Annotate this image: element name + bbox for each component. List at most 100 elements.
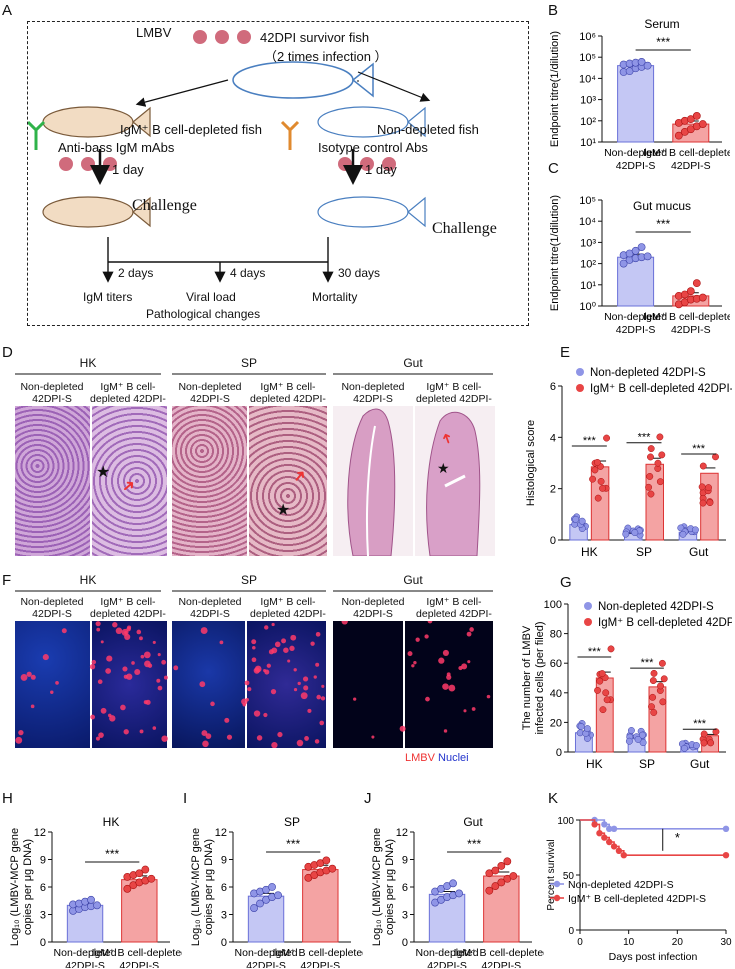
lmbv-positive-cell xyxy=(471,707,476,711)
data-point xyxy=(647,453,654,461)
lmbv-positive-cell xyxy=(100,640,104,644)
lmbv-positive-cell xyxy=(253,710,261,717)
data-point xyxy=(328,864,337,873)
lmbv-positive-cell xyxy=(469,627,474,632)
y-tick-label: 3 xyxy=(402,910,408,922)
data-point xyxy=(712,453,719,461)
nuclei-legend: Nuclei xyxy=(438,752,469,764)
lmbv-positive-cell xyxy=(115,627,123,635)
y-tick-label: 10⁵ xyxy=(579,195,596,207)
lmbv-positive-cell xyxy=(270,689,277,695)
data-point xyxy=(686,287,695,296)
lmbv-positive-cell xyxy=(467,660,471,664)
lmbv-positive-cell xyxy=(90,714,96,720)
category-label: HK xyxy=(581,545,598,559)
y-tick-label: 4 xyxy=(550,432,556,444)
data-point xyxy=(659,698,667,706)
data-point xyxy=(658,451,666,459)
survival-point xyxy=(606,838,613,846)
data-point xyxy=(658,659,666,667)
panel-letter-h: H xyxy=(2,790,13,807)
legend-marker xyxy=(576,384,584,392)
data-point xyxy=(646,472,654,480)
data-point xyxy=(147,874,156,883)
lmbv-positive-cell xyxy=(123,729,129,735)
lmbv-positive-cell xyxy=(139,636,143,641)
data-point xyxy=(699,499,707,507)
lmbv-positive-cell xyxy=(30,674,36,680)
y-axis-label: Log₁₀ (LMBV-MCP genecopies per μg DNA) xyxy=(9,828,34,946)
data-point xyxy=(589,475,597,483)
y-tick-label: 20 xyxy=(550,717,562,729)
f-sp-nd-caption: Non-depleted 42DPI-S xyxy=(178,596,242,620)
lmbv-positive-cell xyxy=(252,645,256,650)
data-point xyxy=(577,723,585,730)
lmbv-positive-cell xyxy=(139,729,144,734)
x-tick-label: 20 xyxy=(672,937,684,948)
lmbv-positive-cell xyxy=(341,621,348,625)
survival-point xyxy=(601,821,608,828)
data-point xyxy=(692,112,701,120)
data-point xyxy=(497,862,506,870)
bar xyxy=(247,895,285,943)
days30-label: 30 days xyxy=(338,266,381,280)
lmbv-positive-cell xyxy=(425,696,430,702)
lmbv-positive-cell xyxy=(112,622,118,628)
category-label: Non-depleted xyxy=(416,947,479,959)
lmbv-positive-cell xyxy=(289,645,295,652)
y-tick-label: 12 xyxy=(215,827,227,839)
data-point xyxy=(491,866,500,875)
lmbv-positive-cell xyxy=(210,701,215,707)
y-axis-label: Endpoint titre(1/dilution) xyxy=(549,195,561,311)
lmbv-positive-cell xyxy=(122,666,128,672)
significance-label: *** xyxy=(656,217,670,231)
lmbv-positive-cell xyxy=(271,622,275,627)
category-label-2: 42DPI-S xyxy=(427,960,467,968)
y-tick-label: 10³ xyxy=(580,95,596,107)
lmbv-positive-cell xyxy=(442,683,449,690)
lmbv-positive-cell xyxy=(226,734,233,740)
y-tick-label: 10¹ xyxy=(580,137,596,149)
right-ab-label: Isotype control Abs xyxy=(318,140,428,155)
panel-letter-g: G xyxy=(560,574,572,591)
lmbv-positive-cell xyxy=(97,679,103,685)
data-point xyxy=(627,727,635,734)
y-tick-label: 50 xyxy=(563,871,575,882)
virus-icon xyxy=(59,30,396,171)
lmbv-positive-cell xyxy=(446,674,452,680)
lmbv-positive-cell xyxy=(371,735,375,739)
data-point xyxy=(274,891,282,900)
f-hk-title: HK xyxy=(79,573,97,587)
d-sp-dep-caption: IgM⁺ B cell-depleted 42DPI-S xyxy=(250,381,326,417)
y-tick-label: 10⁴ xyxy=(579,216,596,228)
y-tick-label: 10³ xyxy=(580,237,596,249)
chart-e-histological-score: 0 2 4 6 Histological score *** HK *** SP *** Gut No… xyxy=(525,367,732,559)
chart-title: Gut mucus xyxy=(633,199,691,213)
category-label: Non-depleted xyxy=(604,311,667,323)
lmbv-positive-cell xyxy=(157,685,163,691)
x-tick-label: 10 xyxy=(623,937,635,948)
y-tick-label: 40 xyxy=(550,688,562,700)
lmbv-positive-cell xyxy=(106,655,113,662)
data-point xyxy=(643,252,652,261)
fluorescence-sp-nondepleted-image xyxy=(172,621,245,748)
significance-label: *** xyxy=(286,837,300,851)
y-tick-label: 10⁴ xyxy=(579,73,596,85)
legend-marker xyxy=(553,880,561,888)
data-point xyxy=(648,703,655,711)
data-point xyxy=(638,731,646,739)
data-point xyxy=(639,739,647,747)
category-label: Non-depleted xyxy=(604,147,667,159)
lmbv-positive-cell xyxy=(353,697,357,701)
f-sp-title: SP xyxy=(240,573,257,587)
lmbv-positive-cell xyxy=(293,688,298,692)
y-tick-label: 9 xyxy=(402,855,408,867)
category-label: Gut xyxy=(690,757,710,770)
lmbv-positive-cell xyxy=(199,681,206,688)
data-point xyxy=(698,120,707,128)
left-ab-label: Anti-bass IgM mAbs xyxy=(58,140,175,155)
chart-b-serum: Serum 10¹ 10² 10³ 10⁴ 10⁵ 10⁶ Endpoint titre(1/… xyxy=(549,17,730,172)
lmbv-positive-cell xyxy=(443,729,448,733)
category-label-2: 42DPI-S xyxy=(300,960,340,968)
data-point xyxy=(657,682,664,690)
